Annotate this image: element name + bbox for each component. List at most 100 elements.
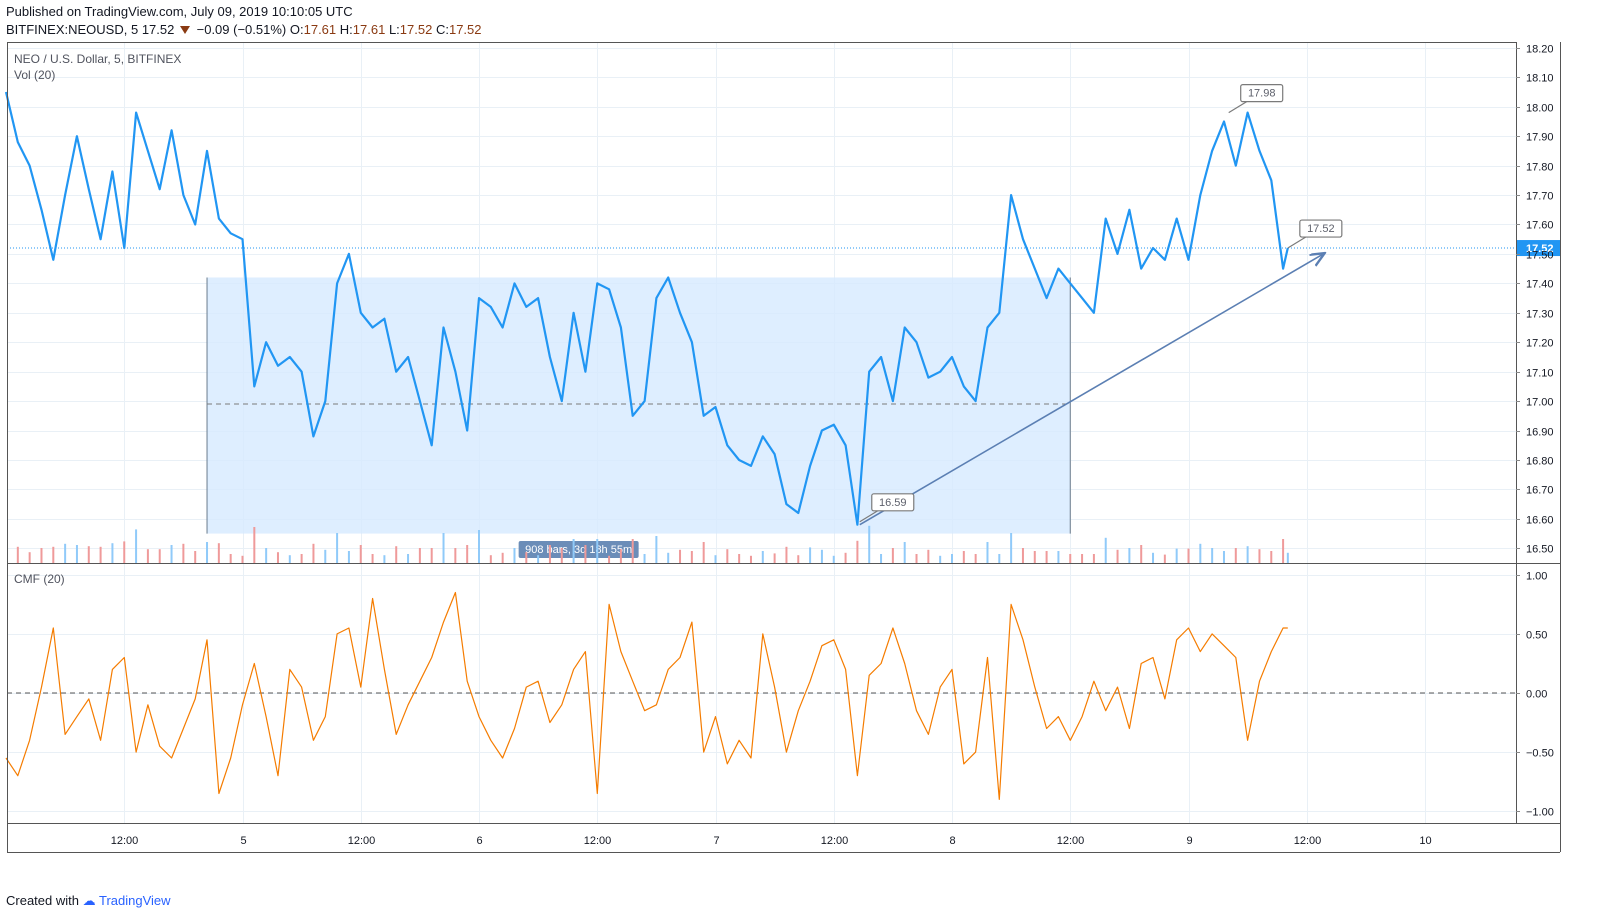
volume-bar xyxy=(1222,551,1225,563)
y-tick-label: 16.90 xyxy=(1526,427,1554,439)
last-price-label: 17.52 xyxy=(1526,243,1554,255)
price-tag-box xyxy=(1299,219,1343,238)
cmf-line xyxy=(5,591,1288,801)
y-tick-label: 16.50 xyxy=(1526,544,1554,556)
price-tag-label: 16.59 xyxy=(879,497,907,509)
volume-bar xyxy=(75,545,78,563)
x-tick-label: 12:00 xyxy=(1057,835,1085,847)
created-with: Created with xyxy=(6,893,79,908)
x-tick-label: 10 xyxy=(1419,835,1431,847)
volume-bar xyxy=(111,543,114,563)
volume-bar xyxy=(383,555,386,563)
trendline xyxy=(859,254,1324,526)
y-tick-label: 17.80 xyxy=(1526,162,1554,174)
volume-bar xyxy=(631,539,634,563)
volume-bar xyxy=(1033,551,1036,563)
volume-bar xyxy=(1104,537,1107,563)
date-price-range[interactable]: 908 bars, 3d 18h 55m xyxy=(206,277,1071,558)
tradingview-logo-icon[interactable]: ☁ xyxy=(82,893,96,908)
volume-bar xyxy=(667,552,670,563)
volume-bar xyxy=(891,548,894,563)
x-tick-label: 12:00 xyxy=(1294,835,1322,847)
volume-bar xyxy=(619,549,622,563)
y-tick-label: 16.80 xyxy=(1526,456,1554,468)
x-tick-label: 8 xyxy=(949,835,955,847)
close-value: 17.52 xyxy=(448,22,482,37)
volume-bar xyxy=(1116,549,1119,563)
volume-bar xyxy=(643,554,646,563)
volume-bar xyxy=(359,545,362,563)
x-tick-label: 5 xyxy=(240,835,246,847)
volume-bar xyxy=(1045,551,1048,563)
y-tick-label: 17.20 xyxy=(1526,338,1554,350)
price-tag-pointer xyxy=(1228,101,1248,114)
volume-bar xyxy=(489,555,492,563)
price-tag-label: 17.52 xyxy=(1307,223,1335,235)
open-label: O: xyxy=(289,22,304,37)
volume-bar xyxy=(430,548,433,563)
volume-bar xyxy=(1286,552,1289,563)
y-tick-label: 17.60 xyxy=(1526,220,1554,232)
price-tag-pointer xyxy=(859,510,879,523)
cmf-series[interactable] xyxy=(5,591,1516,801)
ohlc-bar: BITFINEX:NEOUSD, 5 17.52 −0.09 (−0.51%) … xyxy=(6,22,482,37)
volume-bar xyxy=(229,554,232,563)
volume-bar xyxy=(418,548,421,563)
volume-bar xyxy=(454,548,457,563)
volume-bar xyxy=(548,545,551,563)
volume-bar xyxy=(87,546,90,563)
x-tick-label: 12:00 xyxy=(348,835,376,847)
volume-bar xyxy=(513,548,516,563)
volume-bar xyxy=(962,551,965,563)
volume-bar xyxy=(288,555,291,563)
volume-bars xyxy=(16,525,1289,563)
volume-bar xyxy=(241,555,244,563)
volume-bar xyxy=(785,546,788,563)
high-label: H: xyxy=(339,22,353,37)
x-tick-label: 12:00 xyxy=(821,835,849,847)
price-change: −0.09 (−0.51%) xyxy=(196,22,287,37)
volume-bar xyxy=(276,552,279,563)
annotations[interactable]: 17.98 16.59 17.52 xyxy=(859,84,1343,526)
range-label-bg xyxy=(518,541,639,558)
open-value: 17.61 xyxy=(303,22,337,37)
volume-bar xyxy=(312,543,315,563)
volume-bar xyxy=(324,549,327,563)
volume-bar xyxy=(915,554,918,563)
volume-bar xyxy=(442,533,445,563)
volume-bar xyxy=(64,543,67,563)
x-tick-label: 12:00 xyxy=(584,835,612,847)
pane-frames xyxy=(7,42,1561,853)
volume-bar xyxy=(395,546,398,563)
cmf-y-tick-label: 1.00 xyxy=(1526,571,1547,583)
cmf-pane-title: CMF (20) xyxy=(14,572,65,586)
volume-bar xyxy=(738,554,741,563)
volume-bar xyxy=(99,546,102,563)
last-price: 17.52 xyxy=(141,22,175,37)
volume-bar xyxy=(596,539,599,563)
volume-bar xyxy=(194,551,197,563)
volume-bar xyxy=(478,530,480,563)
volume-bar xyxy=(123,541,126,563)
volume-bar xyxy=(1081,554,1084,563)
volume-bar xyxy=(1057,551,1060,563)
tradingview-brand[interactable]: TradingView xyxy=(99,893,171,908)
y-tick-label: 17.30 xyxy=(1526,309,1554,321)
volume-bar xyxy=(466,545,469,563)
volume-bar xyxy=(939,555,942,563)
price-tag-label: 17.98 xyxy=(1248,88,1276,100)
volume-bar xyxy=(1234,548,1237,563)
volume-bar xyxy=(998,554,1001,563)
price-series[interactable]: 17.52 xyxy=(4,91,1560,526)
symbol-line: BITFINEX:NEOUSD, 5 xyxy=(6,22,139,37)
volume-bar xyxy=(16,546,19,563)
range-box xyxy=(207,277,1071,534)
low-label: L: xyxy=(388,22,400,37)
y-tick-label: 18.20 xyxy=(1526,44,1554,56)
volume-bar xyxy=(146,549,149,563)
y-tick-label: 18.00 xyxy=(1526,103,1554,115)
volume-bar xyxy=(572,539,575,563)
volume-bar xyxy=(300,554,303,563)
x-tick-label: 7 xyxy=(713,835,719,847)
